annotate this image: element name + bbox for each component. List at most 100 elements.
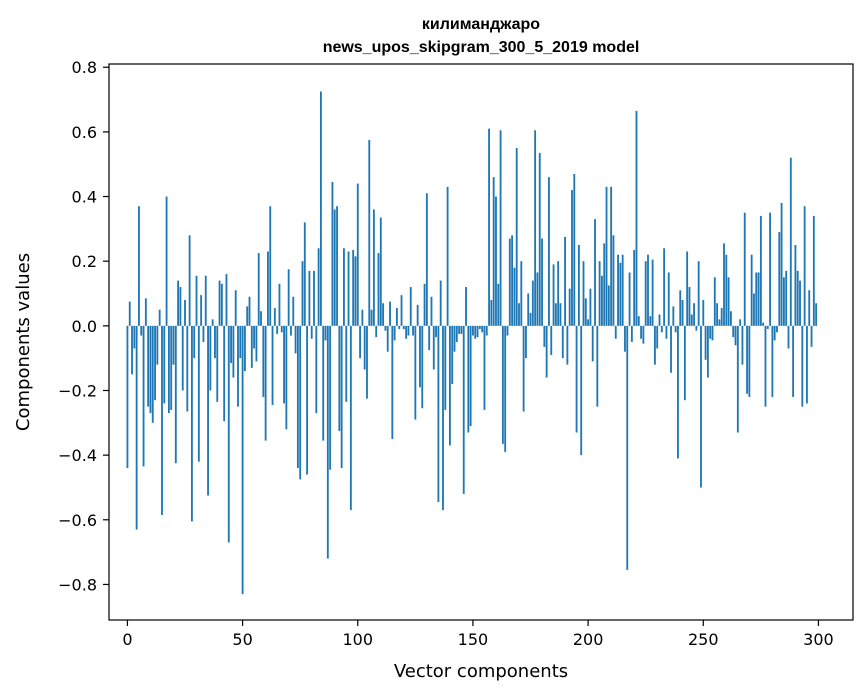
- bar-251: [704, 325, 707, 360]
- bar-273: [755, 272, 758, 326]
- bar-1: [128, 301, 131, 326]
- bar-250: [702, 299, 705, 326]
- bar-219: [630, 325, 633, 342]
- bar-256: [716, 303, 719, 326]
- bar-243: [686, 251, 689, 326]
- bar-278: [766, 325, 769, 330]
- bar-105: [368, 139, 371, 326]
- bar-24: [181, 325, 184, 391]
- bar-224: [642, 325, 645, 344]
- bar-207: [603, 243, 606, 326]
- y-tick-label: −0.4: [58, 446, 97, 465]
- bar-45: [230, 325, 232, 364]
- bar-158: [490, 299, 493, 326]
- bar-91: [336, 206, 338, 326]
- bar-274: [757, 272, 760, 326]
- bar-156: [485, 325, 488, 336]
- bar-134: [435, 325, 437, 338]
- bar-56: [255, 325, 258, 362]
- bar-271: [750, 254, 753, 326]
- bar-96: [347, 251, 350, 326]
- bar-4: [135, 325, 138, 530]
- bar-109: [377, 253, 380, 326]
- bar-237: [672, 306, 675, 326]
- bar-289: [792, 325, 795, 397]
- bar-167: [511, 235, 514, 326]
- bar-220: [633, 249, 636, 326]
- bar-283: [778, 232, 781, 326]
- y-tick-label: −0.6: [58, 511, 97, 530]
- bar-206: [601, 275, 603, 326]
- bar-221: [635, 110, 638, 326]
- bar-2: [131, 325, 133, 375]
- bar-75: [299, 325, 302, 480]
- bar-15: [161, 325, 163, 515]
- bar-192: [568, 288, 571, 326]
- bar-291: [796, 270, 799, 326]
- bar-248: [697, 261, 700, 326]
- bar-93: [340, 325, 343, 469]
- bar-9: [147, 325, 150, 407]
- bar-132: [430, 296, 433, 326]
- bar-281: [773, 325, 776, 341]
- y-axis-ticks: −0.8 −0.6 −0.4 −0.2 0.0 0.2 0.4 0.6 0.8: [58, 58, 109, 594]
- bar-series: [126, 91, 818, 595]
- bar-183: [548, 177, 550, 326]
- bar-157: [488, 128, 490, 326]
- bar-92: [338, 325, 341, 431]
- bar-185: [552, 264, 555, 326]
- bar-28: [191, 325, 193, 522]
- bar-164: [504, 325, 507, 452]
- bar-257: [718, 319, 721, 326]
- bar-74: [296, 325, 299, 469]
- bar-128: [421, 325, 424, 409]
- bar-193: [571, 190, 573, 326]
- bar-213: [617, 254, 619, 326]
- bar-125: [414, 325, 417, 420]
- bar-269: [746, 325, 748, 394]
- bar-68: [283, 325, 285, 404]
- bar-165: [506, 325, 509, 336]
- bar-149: [469, 325, 472, 427]
- bar-62: [269, 206, 272, 326]
- bar-295: [806, 325, 808, 404]
- bar-123: [409, 287, 412, 326]
- bar-131: [428, 325, 431, 351]
- bar-174: [527, 293, 530, 326]
- x-tick-label: 150: [458, 630, 489, 649]
- bar-72: [292, 296, 295, 326]
- bar-210: [610, 186, 613, 326]
- bar-127: [419, 325, 421, 388]
- bar-60: [264, 325, 267, 441]
- bar-16: [163, 325, 166, 404]
- bar-18: [167, 325, 170, 414]
- bar-136: [439, 280, 442, 326]
- bar-95: [345, 325, 348, 402]
- bar-33: [202, 325, 205, 342]
- bar-106: [370, 309, 373, 326]
- bar-215: [621, 254, 624, 326]
- bar-175: [529, 312, 532, 326]
- bar-234: [665, 325, 668, 339]
- bar-59: [262, 325, 265, 397]
- bar-263: [732, 325, 735, 338]
- bar-187: [557, 261, 560, 326]
- bar-287: [787, 325, 790, 349]
- x-axis-label: Vector components: [394, 661, 568, 682]
- bar-69: [285, 325, 288, 430]
- bar-217: [626, 325, 629, 570]
- bar-76: [301, 261, 304, 326]
- bar-107: [372, 209, 375, 326]
- bar-54: [250, 325, 253, 368]
- bar-166: [508, 238, 511, 326]
- bar-65: [276, 325, 279, 334]
- bar-25: [184, 299, 186, 326]
- bar-27: [188, 235, 191, 326]
- bar-78: [306, 325, 309, 475]
- bar-235: [667, 272, 670, 326]
- bar-178: [536, 272, 539, 326]
- bar-229: [653, 325, 656, 365]
- bar-130: [425, 193, 428, 326]
- bar-20: [172, 325, 175, 365]
